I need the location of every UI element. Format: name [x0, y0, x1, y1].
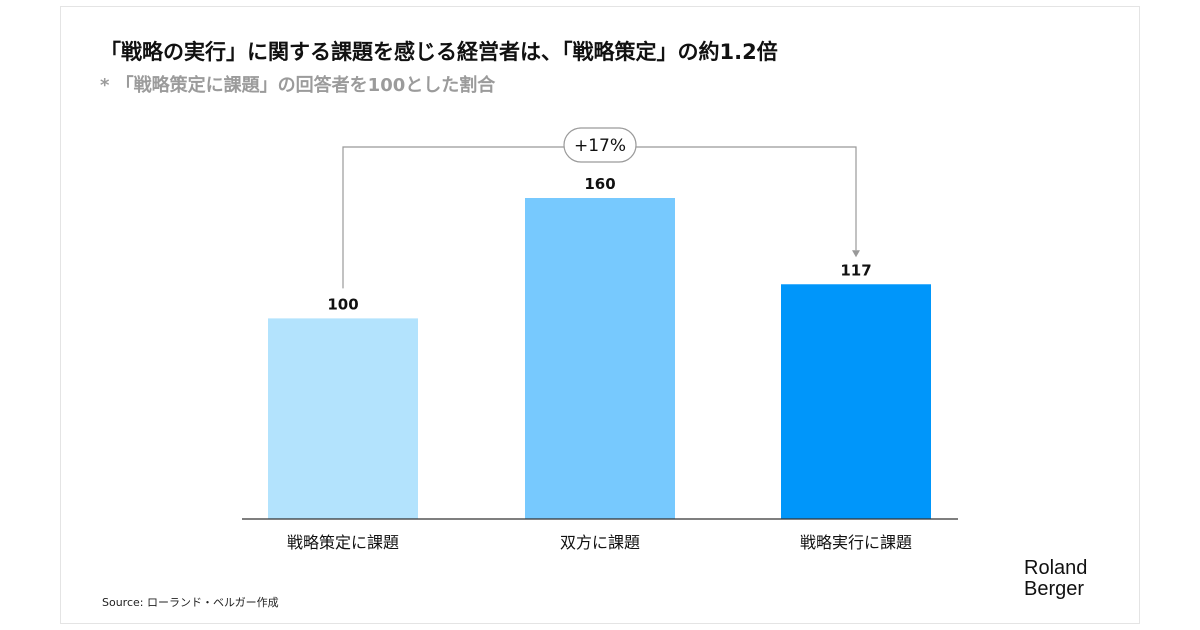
x-tick-label-3: 戦略実行に課題 — [800, 533, 912, 552]
bar-2 — [525, 198, 675, 519]
bar-value-label-3: 117 — [840, 261, 871, 279]
annotation-label: +17% — [574, 136, 626, 156]
bar-1 — [268, 318, 418, 519]
x-tick-label-1: 戦略策定に課題 — [287, 533, 399, 552]
source-note: Source: ローランド・ベルガー作成 — [102, 596, 279, 609]
chart-title: 「戦略の実行」に関する課題を感じる経営者は、「戦略策定」の約1.2倍 — [100, 40, 778, 64]
difference-bracket: +17% — [342, 127, 860, 289]
bar-value-label-1: 100 — [327, 295, 358, 313]
roland-berger-logo: Roland Berger — [1024, 558, 1087, 600]
bars-layer: 100 戦略策定に課題 160 双方に課題 117 戦略実行に課題 — [268, 175, 931, 552]
logo-line-2: Berger — [1024, 578, 1085, 600]
bar-value-label-2: 160 — [584, 175, 615, 193]
logo-line-1: Roland — [1024, 557, 1088, 579]
chart-subtitle: * 「戦略策定に課題」の回答者を100とした割合 — [100, 75, 496, 96]
annotation-pill — [563, 127, 637, 163]
x-tick-label-2: 双方に課題 — [560, 533, 640, 552]
bar-3 — [781, 284, 931, 519]
bracket-arrowhead — [852, 250, 860, 258]
